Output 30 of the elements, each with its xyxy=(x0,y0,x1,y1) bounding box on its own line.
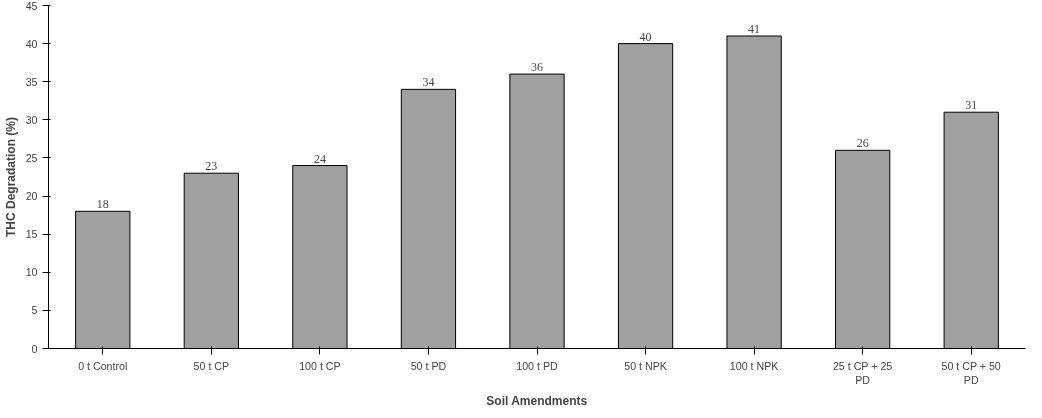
y-tick-label: 10 xyxy=(25,266,38,279)
y-tick-label: 0 xyxy=(31,342,38,355)
y-tick-label: 40 xyxy=(25,37,38,50)
x-tick-label: 50 t CP + 50 PD xyxy=(941,359,1001,386)
y-tick-label: 45 xyxy=(25,0,38,12)
y-tick-label: 35 xyxy=(25,75,38,88)
y-tick-label: 20 xyxy=(25,190,38,203)
data-label: 26 xyxy=(856,136,869,151)
data-label: 40 xyxy=(639,29,652,44)
x-tick-label: 100 t NPK xyxy=(729,359,779,372)
y-tick-label: 30 xyxy=(25,113,38,126)
x-axis-title: Soil Amendments xyxy=(486,393,588,408)
x-tick-label: 50 t NPK xyxy=(624,359,667,372)
x-tick-label: 25 t CP + 25 PD xyxy=(832,359,893,386)
data-label: 23 xyxy=(205,159,218,174)
y-tick-label: 15 xyxy=(25,228,38,241)
data-label: 41 xyxy=(748,21,761,36)
data-label: 31 xyxy=(965,98,978,113)
y-axis-title: THC Degradation (%) xyxy=(3,117,18,237)
y-tick-label: 25 xyxy=(25,151,38,164)
data-label: 18 xyxy=(96,197,109,212)
data-label: 34 xyxy=(422,75,435,90)
data-label: 24 xyxy=(313,151,326,166)
x-tick-label: 0 t Control xyxy=(78,359,128,372)
y-tick-label: 5 xyxy=(31,304,38,317)
x-tick-label: 100 t PD xyxy=(516,359,559,372)
data-label: 36 xyxy=(531,60,543,75)
x-tick-label: 50 t CP xyxy=(193,359,230,372)
x-tick-label: 50 t PD xyxy=(410,359,447,372)
x-tick-label: 100 t CP xyxy=(299,359,341,372)
